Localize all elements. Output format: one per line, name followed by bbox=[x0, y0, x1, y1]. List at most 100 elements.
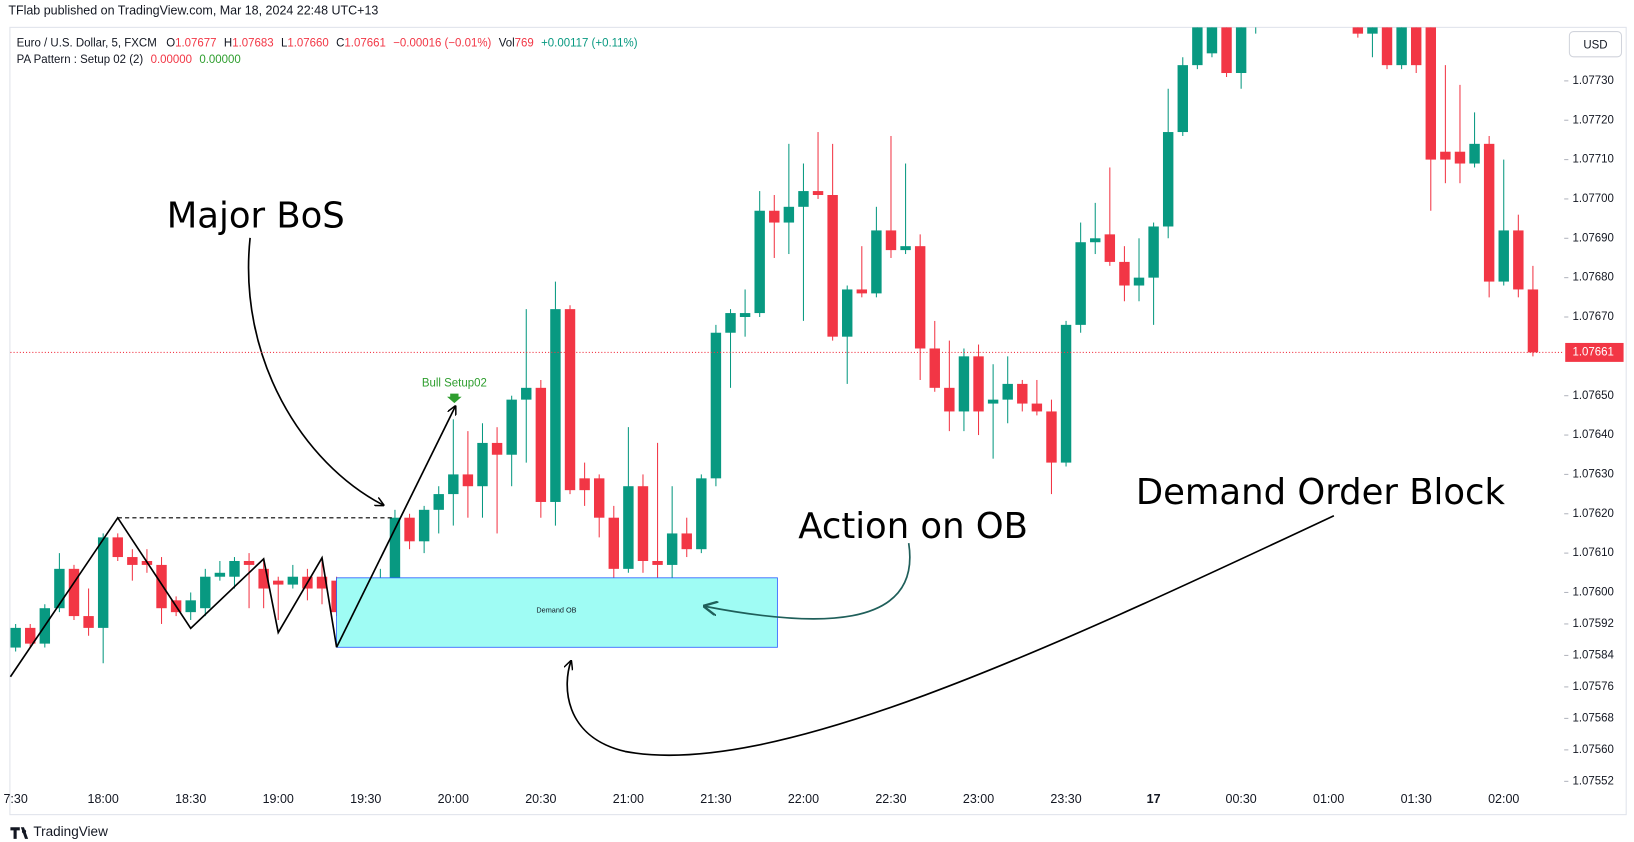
y-tick-label: 1.07720 bbox=[1573, 114, 1614, 126]
candle-body bbox=[871, 230, 882, 294]
demand-order-block-label: Demand Order Block bbox=[1136, 472, 1506, 513]
indicator-v1: 0.00000 bbox=[151, 54, 192, 66]
x-tick-label: 18:30 bbox=[175, 792, 206, 806]
demand-arrow bbox=[567, 514, 1335, 757]
candle-body bbox=[258, 568, 269, 589]
candle-body bbox=[637, 486, 649, 561]
candle-body bbox=[885, 230, 897, 251]
x-tick-label: 21:30 bbox=[700, 792, 731, 806]
candle-body bbox=[1060, 324, 1072, 463]
y-tick-label: 1.07690 bbox=[1573, 232, 1614, 244]
candle-body bbox=[812, 191, 824, 196]
x-tick-label: 22:00 bbox=[788, 792, 819, 806]
y-tick-label: 1.07600 bbox=[1573, 586, 1614, 598]
candle-body bbox=[1425, 27, 1437, 160]
candle-body bbox=[1513, 230, 1524, 290]
currency-button[interactable] bbox=[1568, 31, 1623, 58]
major-bos-arrow bbox=[247, 237, 384, 505]
indicator-legend: PA Pattern : Setup 02 (2) 0.00000 0.0000… bbox=[17, 54, 241, 66]
candle-body bbox=[200, 576, 211, 609]
candle-body bbox=[1454, 151, 1466, 164]
bull-setup-arrow bbox=[447, 393, 462, 404]
candle-body bbox=[535, 387, 547, 502]
vol-value: 769 bbox=[515, 37, 534, 49]
candle-body bbox=[68, 568, 80, 617]
candle-body bbox=[243, 560, 255, 565]
x-tick-label: 17 bbox=[1147, 792, 1161, 806]
candle-body bbox=[1410, 27, 1422, 66]
candle-body bbox=[1002, 383, 1013, 400]
x-tick-label: 02:00 bbox=[1488, 792, 1519, 806]
candle-body bbox=[1046, 411, 1057, 463]
major-bos-label: Major BoS bbox=[167, 195, 345, 236]
x-tick-label: 19:30 bbox=[350, 792, 381, 806]
y-tick-label: 1.07630 bbox=[1573, 468, 1614, 480]
x-tick-label: 20:00 bbox=[438, 792, 469, 806]
candle-body bbox=[185, 600, 196, 613]
candle-body bbox=[944, 387, 955, 412]
candle-body bbox=[623, 486, 634, 569]
candle-body bbox=[1527, 289, 1539, 353]
candle-body bbox=[666, 533, 678, 565]
symbol: Euro / U.S. Dollar, 5, FXCM bbox=[17, 37, 157, 49]
x-tick-label: 18:00 bbox=[88, 792, 119, 806]
candle-body bbox=[112, 537, 123, 558]
candle-body bbox=[404, 517, 415, 542]
candle-body bbox=[769, 210, 780, 223]
candle-body bbox=[273, 580, 284, 585]
candle-body bbox=[1235, 27, 1247, 74]
candle-body bbox=[448, 474, 459, 495]
candle-body bbox=[1352, 27, 1364, 34]
y-tick-label: 1.07584 bbox=[1573, 649, 1615, 661]
candle-body bbox=[842, 289, 853, 337]
candle-body bbox=[97, 537, 109, 628]
x-tick-label: 20:30 bbox=[525, 792, 556, 806]
candle-body bbox=[389, 517, 401, 581]
candle-body bbox=[1031, 403, 1043, 412]
footer: TradingView bbox=[33, 824, 108, 839]
candle-body bbox=[156, 564, 167, 609]
candle-body bbox=[1367, 27, 1378, 34]
y-tick-label: 1.07730 bbox=[1573, 75, 1614, 87]
candle-body bbox=[900, 246, 911, 251]
logo-mark bbox=[10, 827, 29, 839]
candle-body bbox=[973, 356, 984, 412]
candle-body bbox=[827, 195, 838, 337]
candle-body bbox=[418, 509, 430, 542]
currency[interactable]: USD bbox=[1583, 39, 1607, 51]
o-label: O bbox=[166, 37, 175, 49]
y-tick-label: 1.07700 bbox=[1573, 193, 1614, 205]
frame bbox=[9, 26, 1627, 816]
candle-body bbox=[433, 494, 444, 510]
vol-label: Vol bbox=[499, 37, 515, 49]
candle-body bbox=[579, 478, 590, 491]
candle-body bbox=[1133, 277, 1145, 286]
candle-body bbox=[914, 246, 926, 349]
candle-body bbox=[710, 332, 722, 479]
x-tick-label: 01:00 bbox=[1313, 792, 1344, 806]
candle-body bbox=[958, 356, 970, 412]
legend: Euro / U.S. Dollar, 5, FXCM O1.07677 H1.… bbox=[17, 37, 638, 49]
y-tick-label: 1.07552 bbox=[1573, 775, 1614, 787]
candle-body bbox=[564, 309, 576, 491]
x-tick-label: 23:00 bbox=[963, 792, 994, 806]
candle-body bbox=[1381, 27, 1393, 66]
candle-body bbox=[1206, 27, 1218, 54]
candle-body bbox=[1498, 230, 1509, 282]
candle-body bbox=[477, 442, 488, 487]
candle-body bbox=[550, 309, 561, 502]
x-tick-label: 23:30 bbox=[1050, 792, 1081, 806]
c-label: C bbox=[336, 37, 344, 49]
candle-body bbox=[1396, 27, 1407, 66]
candle-body bbox=[1469, 143, 1480, 164]
bos-arrow-line bbox=[335, 406, 456, 648]
candle-body bbox=[127, 557, 138, 565]
x-tick-label: 01:30 bbox=[1401, 792, 1432, 806]
y-tick-label: 1.07670 bbox=[1573, 311, 1614, 323]
header: TFlab published on TradingView.com, Mar … bbox=[8, 4, 378, 18]
candle-body bbox=[929, 348, 940, 388]
candle-body bbox=[506, 399, 517, 455]
candle-body bbox=[316, 576, 328, 589]
